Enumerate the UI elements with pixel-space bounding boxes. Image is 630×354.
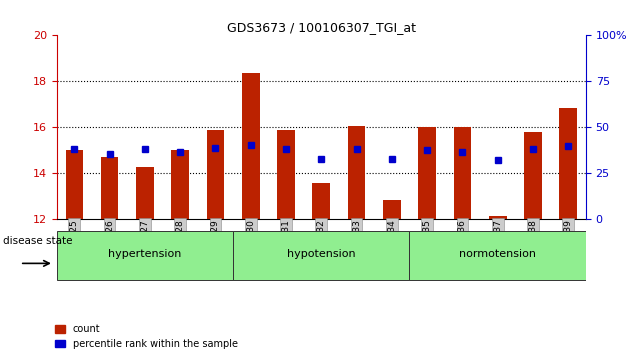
FancyBboxPatch shape <box>233 230 410 280</box>
Text: GSM493538: GSM493538 <box>529 219 537 274</box>
Bar <box>207 130 224 219</box>
Text: GSM493537: GSM493537 <box>493 219 502 274</box>
Text: disease state: disease state <box>3 236 72 246</box>
Bar <box>383 200 401 219</box>
Bar <box>559 108 577 219</box>
Text: normotension: normotension <box>459 249 536 259</box>
Bar <box>489 216 507 219</box>
Text: GSM493528: GSM493528 <box>176 219 185 274</box>
Bar <box>101 157 118 219</box>
Text: GSM493532: GSM493532 <box>317 219 326 274</box>
Bar <box>242 73 260 219</box>
Text: GSM493530: GSM493530 <box>246 219 255 274</box>
Text: hypertension: hypertension <box>108 249 181 259</box>
Text: GSM493527: GSM493527 <box>140 219 149 274</box>
Text: GSM493531: GSM493531 <box>282 219 290 274</box>
FancyBboxPatch shape <box>410 230 586 280</box>
Title: GDS3673 / 100106307_TGI_at: GDS3673 / 100106307_TGI_at <box>227 21 416 34</box>
Text: GSM493535: GSM493535 <box>423 219 432 274</box>
Bar <box>136 166 154 219</box>
Bar <box>277 130 295 219</box>
Bar <box>312 183 330 219</box>
Text: GSM493536: GSM493536 <box>458 219 467 274</box>
Text: GSM493534: GSM493534 <box>387 219 396 274</box>
Text: hypotension: hypotension <box>287 249 355 259</box>
Legend: count, percentile rank within the sample: count, percentile rank within the sample <box>55 324 238 349</box>
Text: GSM493525: GSM493525 <box>70 219 79 274</box>
Bar <box>66 150 83 219</box>
Text: GSM493533: GSM493533 <box>352 219 361 274</box>
Bar <box>454 127 471 219</box>
Text: GSM493526: GSM493526 <box>105 219 114 274</box>
Bar <box>348 126 365 219</box>
FancyBboxPatch shape <box>57 230 233 280</box>
Text: GSM493529: GSM493529 <box>211 219 220 274</box>
Bar <box>418 127 436 219</box>
Text: GSM493539: GSM493539 <box>564 219 573 274</box>
Bar <box>171 150 189 219</box>
Bar <box>524 132 542 219</box>
